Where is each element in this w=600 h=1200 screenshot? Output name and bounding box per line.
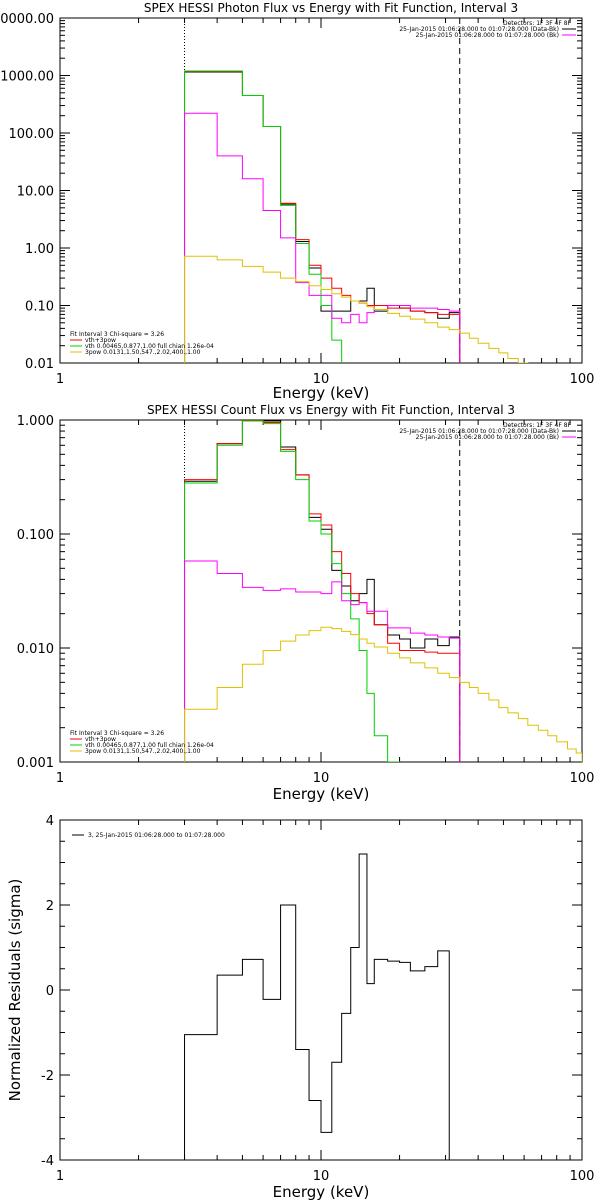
- series-line-vth: [184, 70, 343, 363]
- y-tick-label: 100.00: [9, 127, 55, 142]
- x-tick-label: 10: [313, 771, 330, 786]
- y-tick-label: -2: [41, 1069, 54, 1084]
- y-tick-label: 0.10: [25, 300, 54, 315]
- legend-entry: 3pow 0.0131,1.50,547.,2.02,400.,1.00: [85, 748, 201, 755]
- series-line-vth: [184, 420, 401, 762]
- x-tick-label: 1: [56, 1169, 64, 1184]
- series-line-3pow: [184, 626, 582, 762]
- x-axis-label: Energy (keV): [273, 384, 370, 402]
- chart-2: [59, 419, 583, 763]
- series-group: [184, 420, 582, 762]
- y-tick-label: 1.000: [17, 414, 54, 429]
- plot-frame: [59, 419, 583, 763]
- x-axis-label: Energy (keV): [273, 785, 370, 803]
- y-tick-label: 0: [46, 984, 54, 999]
- series-line-bk: [184, 112, 461, 363]
- legend-entry: 25-Jan-2015 01:06:28.000 to 01:07:28.000…: [399, 26, 559, 33]
- series-group: [184, 70, 529, 363]
- y-tick-label: 1.00: [25, 242, 54, 257]
- fit-interval-label: Fit Interval 3 Chi-square = 3.26: [70, 331, 164, 338]
- series-line-data-bk: [184, 71, 461, 363]
- x-tick-label: 10: [313, 1169, 330, 1184]
- fit-interval-label: Fit Interval 3 Chi-square = 3.26: [70, 730, 164, 737]
- chart-1: [59, 17, 583, 364]
- x-tick-label: 10: [313, 372, 330, 387]
- y-axis-label: Normalized Residuals (sigma): [6, 879, 24, 1102]
- series-group: [184, 853, 461, 1160]
- series-line-3-25-jan-2015-01-06-28-000-to-01-07-28-000: [184, 853, 461, 1160]
- legend-entry: vth+3pow: [85, 337, 116, 344]
- x-tick-label: 100: [570, 372, 595, 387]
- series-line-bk: [184, 560, 461, 762]
- series-line-3pow: [184, 255, 529, 363]
- chart-title: SPEX HESSI Count Flux vs Energy with Fit…: [147, 403, 515, 417]
- y-tick-label: 0.100: [17, 528, 54, 543]
- legend-entry: 3, 25-Jan-2015 01:06:28.000 to 01:07:28.…: [88, 832, 225, 839]
- y-tick-label: 10000.00: [0, 12, 54, 27]
- detectors-label: Detectors: 1F 3F 4F 8F: [503, 20, 572, 27]
- series-line-vth-3pow: [184, 70, 461, 363]
- legend-entry: 25-Jan-2015 01:06:28.000 to 01:07:28.000…: [416, 32, 559, 39]
- x-tick-label: 1: [56, 372, 64, 387]
- legend-entry: vth+3pow: [85, 736, 116, 743]
- y-tick-label: 0.010: [17, 642, 54, 657]
- x-tick-label: 100: [570, 1169, 595, 1184]
- y-tick-label: -4: [41, 1154, 54, 1169]
- legend-entry: 25-Jan-2015 01:06:28.000 to 01:07:28.000…: [399, 428, 559, 435]
- legend-entry: 3pow 0.0131,1.50,547.,2.02,400.,1.00: [85, 349, 201, 356]
- legend-entry: 25-Jan-2015 01:06:28.000 to 01:07:28.000…: [416, 434, 559, 441]
- detectors-label: Detectors: 1F 3F 4F 8F: [503, 422, 572, 429]
- legend-entry: vth 0.00465,0.877,1.00 full chian 1.26e-…: [85, 343, 214, 350]
- x-tick-label: 1: [56, 771, 64, 786]
- x-axis-label: Energy (keV): [273, 1183, 370, 1200]
- y-tick-label: 0.01: [25, 357, 54, 372]
- y-tick-label: 4: [46, 814, 54, 829]
- legend-entry: vth 0.00465,0.877,1.00 full chian 1.26e-…: [85, 742, 214, 749]
- chart-3: [59, 819, 583, 1161]
- chart-title: SPEX HESSI Photon Flux vs Energy with Fi…: [144, 1, 518, 15]
- x-tick-label: 100: [570, 771, 595, 786]
- y-tick-label: 1000.00: [0, 70, 54, 85]
- y-tick-label: 0.001: [17, 756, 54, 771]
- y-tick-label: 2: [46, 899, 54, 914]
- y-tick-label: 10.00: [17, 185, 54, 200]
